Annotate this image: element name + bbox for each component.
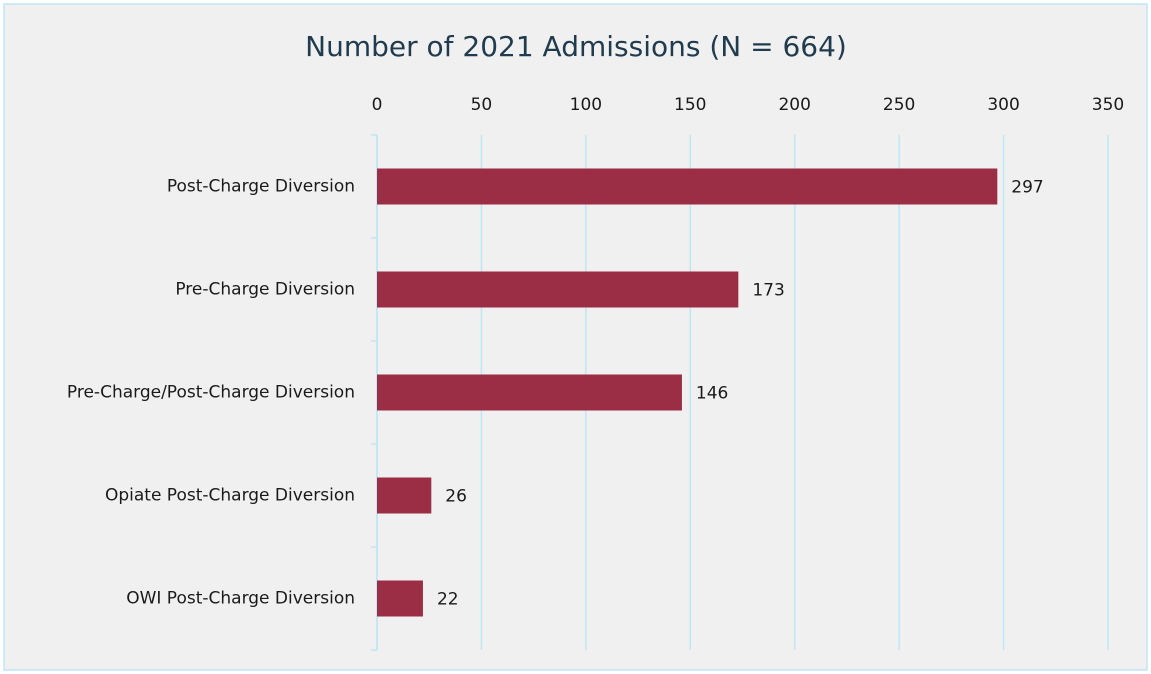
x-tick-label: 50 xyxy=(471,95,493,115)
bar xyxy=(377,168,998,205)
bar xyxy=(377,374,682,411)
y-tick-label: Opiate Post-Charge Diversion xyxy=(105,486,355,506)
bar xyxy=(377,580,423,617)
chart-background xyxy=(3,3,1148,671)
y-tick-label: Post-Charge Diversion xyxy=(167,177,355,197)
y-tick-label: Pre-Charge/Post-Charge Diversion xyxy=(67,383,355,403)
data-label: 26 xyxy=(445,487,467,507)
y-tick-label: OWI Post-Charge Diversion xyxy=(126,589,355,609)
x-tick-label: 100 xyxy=(570,95,602,115)
chart-title: Number of 2021 Admissions (N = 664) xyxy=(305,30,847,63)
data-label: 297 xyxy=(1011,178,1043,198)
x-tick-label: 350 xyxy=(1092,95,1124,115)
data-label: 22 xyxy=(437,590,459,610)
y-tick-label: Pre-Charge Diversion xyxy=(175,280,355,300)
data-label: 146 xyxy=(696,384,728,404)
bar xyxy=(377,271,739,308)
data-label: 173 xyxy=(752,281,784,301)
x-tick-label: 0 xyxy=(372,95,383,115)
x-tick-label: 200 xyxy=(778,95,810,115)
bar xyxy=(377,477,432,514)
x-tick-label: 300 xyxy=(987,95,1019,115)
x-tick-label: 150 xyxy=(674,95,706,115)
x-tick-label: 250 xyxy=(883,95,915,115)
